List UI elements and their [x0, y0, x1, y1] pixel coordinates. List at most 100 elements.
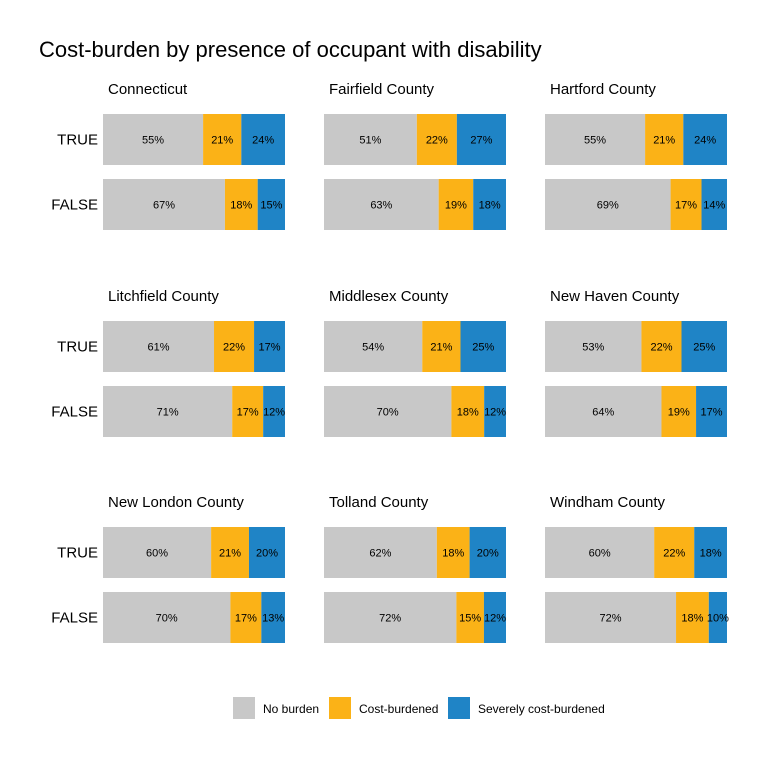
bar-segment: [681, 321, 727, 372]
legend-label: No burden: [263, 702, 319, 716]
bar-segment: [324, 179, 439, 230]
data-label: 27%: [470, 135, 492, 147]
data-label: 54%: [362, 342, 384, 354]
bar-segment: [263, 386, 285, 437]
bar-segment: [324, 321, 423, 372]
data-label: 12%: [484, 613, 506, 625]
panel: Hartford County 55% 21% 24% 69% 17% 14%: [545, 81, 727, 230]
bar-segment: [422, 321, 461, 372]
bar-segment: [224, 179, 258, 230]
data-label: 18%: [457, 407, 479, 419]
data-label: 20%: [477, 548, 499, 560]
bar-segment: [324, 386, 452, 437]
bar-segment: [483, 592, 506, 643]
bar-segment: [654, 527, 695, 578]
data-label: 12%: [263, 407, 285, 419]
data-label: 17%: [675, 200, 697, 212]
data-label: 21%: [430, 342, 452, 354]
data-label: 63%: [370, 200, 392, 212]
bar-segment: [324, 114, 417, 165]
data-label: 14%: [703, 200, 725, 212]
data-label: 17%: [237, 407, 259, 419]
bar-segment: [254, 321, 285, 372]
bar-segment: [232, 386, 264, 437]
bar-segment: [103, 527, 212, 578]
bar-segment: [248, 527, 285, 578]
data-label: 18%: [700, 548, 722, 560]
bar-segment: [416, 114, 457, 165]
data-label: 15%: [260, 200, 282, 212]
data-label: 60%: [146, 548, 168, 560]
legend-label: Severely cost-burdened: [478, 702, 605, 716]
bar-segment: [103, 386, 233, 437]
panel-title: Middlesex County: [329, 288, 449, 305]
bar-segment: [214, 321, 255, 372]
category-label: FALSE: [51, 610, 98, 627]
data-label: 21%: [211, 135, 233, 147]
data-label: 17%: [235, 613, 257, 625]
panel-title: Windham County: [550, 494, 666, 511]
legend: No burden Cost-burdened Severely cost-burd…: [233, 697, 605, 719]
bar-segment: [545, 592, 677, 643]
data-label: 15%: [459, 613, 481, 625]
data-label: 70%: [377, 407, 399, 419]
data-label: 22%: [426, 135, 448, 147]
bar-segment: [676, 592, 709, 643]
bar-segment: [469, 527, 506, 578]
bar-segment: [545, 114, 646, 165]
bar-segment: [701, 179, 727, 230]
panel: New Haven County 53% 22% 25% 64% 19% 17%: [545, 288, 727, 437]
chart-title: Cost-burden by presence of occupant with…: [39, 37, 542, 62]
bar-segment: [241, 114, 285, 165]
bar-segment: [211, 527, 249, 578]
data-label: 25%: [472, 342, 494, 354]
bar-segment: [645, 114, 684, 165]
data-label: 22%: [663, 548, 685, 560]
data-label: 72%: [379, 613, 401, 625]
data-label: 55%: [142, 135, 164, 147]
data-label: 18%: [479, 200, 501, 212]
data-label: 18%: [230, 200, 252, 212]
panel-title: Connecticut: [108, 81, 188, 98]
bar-segment: [103, 114, 204, 165]
bar-segment: [103, 592, 231, 643]
bar-segment: [661, 386, 697, 437]
data-label: 24%: [694, 135, 716, 147]
panel-title: Fairfield County: [329, 81, 435, 98]
bar-segment: [324, 592, 457, 643]
category-label: TRUE: [57, 545, 98, 562]
panel-title: Litchfield County: [108, 288, 219, 305]
category-label: FALSE: [51, 404, 98, 421]
data-label: 19%: [668, 407, 690, 419]
panel-title: New Haven County: [550, 288, 680, 305]
data-label: 18%: [681, 613, 703, 625]
bar-segment: [436, 527, 470, 578]
data-label: 70%: [156, 613, 178, 625]
panel: Litchfield County TRUE 61% 22% 17% FALSE 71% 17…: [51, 288, 285, 437]
panel-title: New London County: [108, 494, 244, 511]
data-label: 62%: [369, 548, 391, 560]
bar-segment: [324, 527, 437, 578]
data-label: 13%: [262, 613, 284, 625]
category-label: FALSE: [51, 197, 98, 214]
bar-segment: [484, 386, 506, 437]
panel: Fairfield County 51% 22% 27% 63% 19% 18%: [324, 81, 506, 230]
data-label: 24%: [252, 135, 274, 147]
bar-segment: [545, 386, 662, 437]
panel: New London County TRUE 60% 21% 20% FALSE 70% 17…: [51, 494, 285, 643]
bar-segment: [456, 114, 506, 165]
legend-swatch: [233, 697, 255, 719]
data-label: 67%: [153, 200, 175, 212]
bar-segment: [103, 321, 215, 372]
data-label: 25%: [693, 342, 715, 354]
data-label: 55%: [584, 135, 606, 147]
data-label: 21%: [653, 135, 675, 147]
bar-segment: [545, 179, 671, 230]
bar-segment: [438, 179, 474, 230]
bar-segment: [456, 592, 484, 643]
data-label: 19%: [445, 200, 467, 212]
bar-segment: [230, 592, 262, 643]
data-label: 53%: [582, 342, 604, 354]
data-label: 22%: [650, 342, 672, 354]
